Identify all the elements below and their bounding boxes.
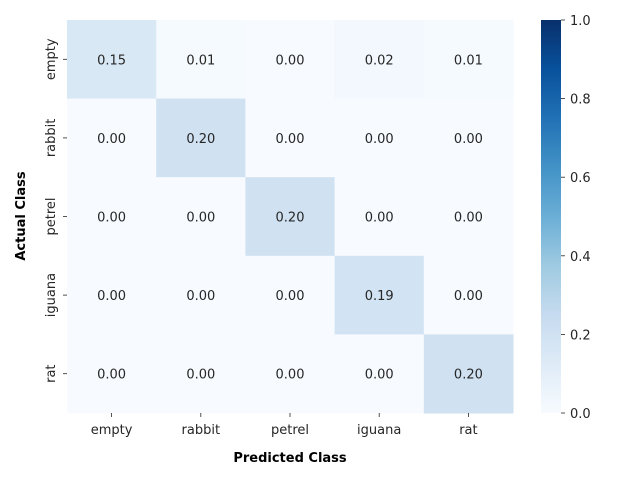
y-tick-label: rabbit — [44, 119, 59, 158]
heatmap-cell — [334, 255, 425, 335]
heatmap-cell — [67, 177, 157, 257]
heatmap-cell-label: 0.00 — [97, 289, 126, 304]
heatmap-cell — [245, 177, 336, 257]
heatmap-cell — [334, 20, 425, 100]
heatmap-cell — [423, 177, 514, 257]
x-tick-label: iguana — [357, 423, 401, 438]
x-tick-label: rabbit — [182, 423, 221, 438]
x-tick-label: rat — [459, 423, 477, 438]
x-tick-label: empty — [91, 423, 133, 438]
heatmap-cell-label: 0.00 — [276, 289, 305, 304]
heatmap-cell-label: 0.00 — [454, 289, 483, 304]
colorbar-tick-label: 0.6 — [570, 171, 591, 186]
heatmap-cell-label: 0.00 — [97, 132, 126, 147]
heatmap-cell — [156, 334, 246, 414]
heatmap-cell — [245, 334, 336, 414]
heatmap-cell-labels: 0.15 0.01 0.00 0.02 0.01 0.00 0.20 0.00 0.00 0.00… — [97, 53, 483, 382]
colorbar-gradient — [541, 20, 561, 413]
heatmap-cell-label: 0.00 — [276, 53, 305, 68]
colorbar-tick-label: 0.4 — [570, 250, 591, 265]
heatmap-cell-label: 0.00 — [276, 368, 305, 383]
heatmap-cell — [156, 98, 246, 178]
colorbar-tick-label: 0.0 — [570, 407, 591, 422]
y-axis-title: Actual Class — [14, 171, 29, 260]
heatmap-cell — [245, 255, 336, 335]
heatmap-cell-label: 0.15 — [97, 53, 126, 68]
heatmap-cell-label: 0.00 — [365, 368, 394, 383]
heatmap-cell-label: 0.20 — [186, 132, 215, 147]
heatmap-cell-label: 0.00 — [454, 211, 483, 226]
heatmap-cell-label: 0.00 — [186, 368, 215, 383]
heatmap-cell — [334, 98, 425, 178]
heatmap-cells — [67, 20, 514, 414]
heatmap-cell — [67, 20, 157, 100]
heatmap-cell — [245, 20, 336, 100]
heatmap-cell-label: 0.20 — [276, 211, 305, 226]
heatmap-cell-label: 0.01 — [454, 53, 483, 68]
heatmap-cell — [156, 20, 246, 100]
heatmap-cell — [67, 98, 157, 178]
heatmap-cell-label: 0.20 — [454, 368, 483, 383]
y-tick-label: iguana — [44, 273, 59, 317]
heatmap-cell — [245, 98, 336, 178]
heatmap-cell-label: 0.00 — [186, 289, 215, 304]
heatmap-cell-label: 0.00 — [276, 132, 305, 147]
y-tick-label: rat — [44, 364, 59, 382]
y-axis-ticks: empty rabbit petrel iguana rat — [44, 38, 67, 383]
x-tick-label: petrel — [271, 423, 309, 438]
heatmap-cell-label: 0.00 — [97, 211, 126, 226]
x-axis-ticks: empty rabbit petrel iguana rat — [91, 413, 478, 438]
heatmap-cell — [334, 334, 425, 414]
y-tick-label: empty — [44, 38, 59, 80]
heatmap-cell-label: 0.00 — [454, 132, 483, 147]
heatmap-cell-label: 0.02 — [365, 53, 394, 68]
heatmap-cell-label: 0.00 — [365, 211, 394, 226]
colorbar-tick-label: 0.2 — [570, 328, 591, 343]
heatmap-cell-label: 0.00 — [186, 211, 215, 226]
heatmap-cell — [423, 98, 514, 178]
heatmap-cell-label: 0.19 — [365, 289, 394, 304]
heatmap-cell — [423, 20, 514, 100]
colorbar: 0.0 0.2 0.4 0.6 0.8 1.0 — [541, 14, 591, 422]
colorbar-ticks: 0.0 0.2 0.4 0.6 0.8 1.0 — [561, 14, 591, 422]
heatmap-cell-label: 0.01 — [186, 53, 215, 68]
heatmap-cell — [423, 255, 514, 335]
heatmap-cell — [67, 255, 157, 335]
heatmap-cell — [156, 177, 246, 257]
heatmap-cell — [67, 334, 157, 414]
heatmap-cell-label: 0.00 — [97, 368, 126, 383]
heatmap-cell — [156, 255, 246, 335]
colorbar-tick-label: 1.0 — [570, 14, 591, 29]
heatmap-cell-label: 0.00 — [365, 132, 394, 147]
y-tick-label: petrel — [44, 197, 59, 235]
heatmap-cell — [334, 177, 425, 257]
colorbar-tick-label: 0.8 — [570, 93, 591, 108]
x-axis-title: Predicted Class — [233, 451, 347, 466]
heatmap-cell — [423, 334, 514, 414]
